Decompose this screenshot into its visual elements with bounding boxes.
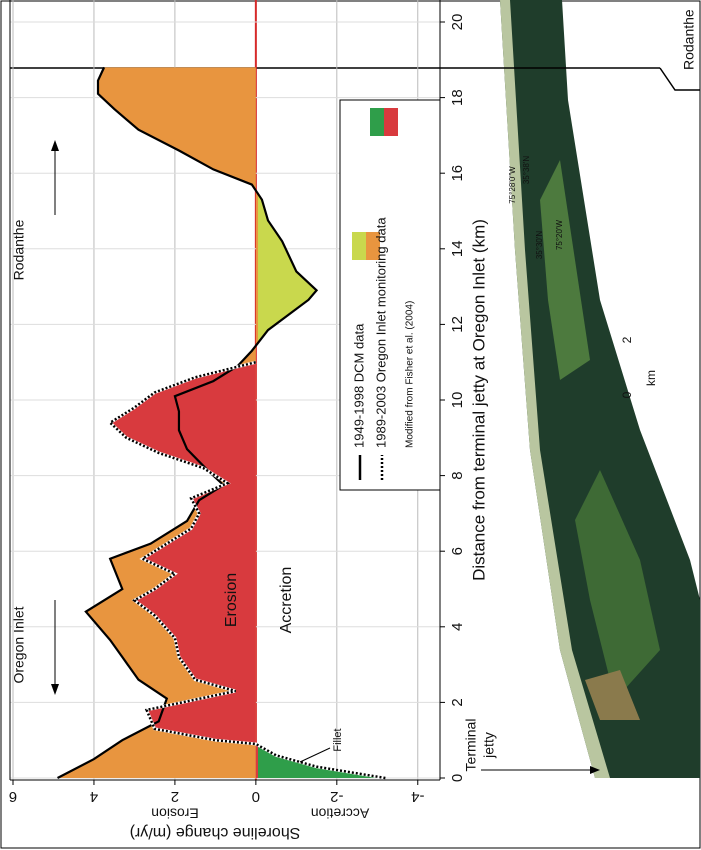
y-tick-label: 0 (252, 788, 260, 805)
x-tick-label: 10 (449, 392, 466, 409)
legend-swatch (384, 108, 398, 136)
map-coordinate: 35°38'N (522, 156, 531, 185)
map-coordinate: 75°28'0"W (508, 166, 517, 204)
x-tick-label: 0 (449, 774, 466, 782)
arrowhead-north (51, 140, 59, 151)
legend-label: 1989-2003 Oregon Inlet monitoring data (373, 217, 388, 448)
map-label: Rodanthe (681, 9, 697, 70)
map-coordinate: 75°20'W (555, 220, 564, 251)
legend-label: 1949-1998 DCM data (351, 323, 366, 448)
annotation: Oregon Inlet (11, 606, 27, 683)
map-coordinate: 35°30'N (535, 231, 544, 260)
x-axis-title: Distance from terminal jetty at Oregon I… (469, 219, 488, 581)
page: {"chart_data": { "type": "area", "x_labe… (0, 0, 701, 850)
annotation: Accretion (278, 567, 295, 634)
x-tick-label: 8 (449, 471, 466, 479)
satellite-image (500, 0, 700, 778)
figure: 6420-2-402468101214161820Distance from t… (0, 0, 701, 850)
y-axis-subtitle: Erosion (151, 805, 198, 821)
map-label: Terminal (463, 719, 479, 772)
y-axis-subtitle: Accretion (311, 805, 369, 821)
x-tick-label: 12 (449, 316, 466, 333)
y-tick-label: -2 (330, 788, 343, 805)
x-tick-label: 18 (449, 89, 466, 106)
x-tick-label: 20 (449, 14, 466, 31)
arrowhead-south (51, 684, 59, 695)
y-tick-label: 6 (9, 788, 17, 805)
map-label: jetty (481, 732, 497, 759)
fillet-pointer (300, 748, 330, 762)
rodanthe-marker (660, 68, 700, 90)
scale-label: km (644, 370, 658, 386)
annotation: Fillet (332, 728, 344, 751)
y-tick-label: -4 (411, 788, 424, 805)
scale-label: 0 (620, 391, 634, 398)
x-tick-label: 16 (449, 165, 466, 182)
y-tick-label: 4 (90, 788, 98, 805)
x-tick-label: 2 (449, 698, 466, 706)
y-tick-label: 2 (171, 788, 179, 805)
scale-label: 2 (620, 336, 634, 343)
y-axis-title: Shoreline change (m/yr) (130, 824, 301, 841)
legend-swatch (370, 108, 384, 136)
x-tick-label: 6 (449, 547, 466, 555)
x-tick-label: 4 (449, 623, 466, 631)
x-tick-label: 14 (449, 240, 466, 257)
annotation: Erosion (223, 573, 240, 627)
annotation: Rodanthe (11, 219, 27, 280)
source-note: Modified from Fisher et al. (2004) (405, 301, 416, 448)
legend-swatch (352, 232, 366, 260)
